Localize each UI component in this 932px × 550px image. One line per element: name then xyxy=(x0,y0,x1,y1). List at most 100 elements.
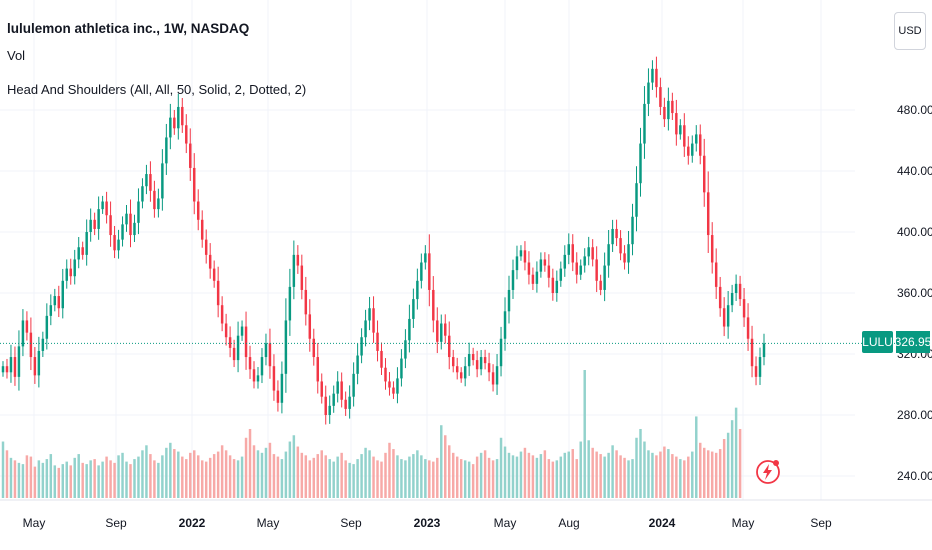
candle xyxy=(479,350,483,376)
volume-bar xyxy=(603,456,606,498)
candle xyxy=(93,212,96,236)
time-tick-label: Sep xyxy=(105,516,127,530)
volume-bar xyxy=(200,460,204,498)
candle xyxy=(663,97,666,128)
candle xyxy=(105,191,108,224)
candle xyxy=(635,166,638,232)
volume-bar xyxy=(575,459,578,498)
volume-bar xyxy=(380,461,383,498)
volume-bar xyxy=(611,445,614,498)
candle xyxy=(444,314,447,344)
candle xyxy=(97,196,100,240)
candle xyxy=(232,339,236,368)
candle xyxy=(483,349,487,370)
volume-bar xyxy=(671,454,674,498)
volume-bar xyxy=(145,445,148,498)
candle xyxy=(220,296,224,332)
volume-bar xyxy=(511,455,515,498)
volume-bar xyxy=(204,461,208,498)
candle xyxy=(392,381,395,399)
candle xyxy=(527,251,531,285)
candle xyxy=(320,373,323,404)
volume-bar xyxy=(296,446,300,498)
candle xyxy=(296,245,300,274)
candle xyxy=(344,391,347,416)
candle xyxy=(659,77,662,116)
volume-bar xyxy=(459,459,463,498)
candle xyxy=(33,347,37,384)
candle xyxy=(679,119,682,140)
candle xyxy=(288,268,292,336)
volume-bar xyxy=(463,460,467,498)
volume-bar xyxy=(416,450,419,498)
candle xyxy=(555,270,559,302)
candle xyxy=(643,86,646,159)
volume-bar xyxy=(730,420,734,498)
candle xyxy=(754,356,758,386)
volume-bar xyxy=(663,446,666,498)
volume-bar xyxy=(479,452,483,498)
candle xyxy=(9,344,13,383)
time-axis[interactable]: May Sep 2022 May Sep 2023 May Aug 2024 May Sep xyxy=(0,499,932,530)
candle xyxy=(264,333,268,366)
candle xyxy=(49,294,53,326)
candle xyxy=(73,249,76,285)
candle xyxy=(687,136,690,165)
volume-bar xyxy=(539,454,543,498)
candle xyxy=(591,239,594,267)
volume-bar xyxy=(77,454,80,498)
volume-bar xyxy=(627,460,630,498)
candle xyxy=(611,219,614,252)
volume-bar xyxy=(196,455,200,498)
candle xyxy=(567,233,571,265)
volume-bar xyxy=(483,450,487,498)
volume-bar xyxy=(703,447,706,498)
volume-bar xyxy=(113,462,116,498)
candle xyxy=(200,210,204,248)
candle xyxy=(436,307,439,354)
volume-bar xyxy=(169,442,172,498)
candle xyxy=(89,208,92,242)
volume-bar xyxy=(121,452,124,498)
volume-bar xyxy=(356,459,359,498)
volume-bar xyxy=(444,435,447,498)
candle xyxy=(706,171,710,253)
indicator-legend[interactable]: Head And Shoulders (All, All, 50, Solid,… xyxy=(7,82,307,97)
candle xyxy=(101,195,104,214)
currency-selector[interactable]: USD xyxy=(894,12,926,50)
volume-bar xyxy=(400,459,403,498)
volume-bar xyxy=(300,452,304,498)
candle xyxy=(141,178,144,209)
candle xyxy=(216,266,220,318)
candle xyxy=(276,380,280,412)
volume-bar xyxy=(157,462,160,498)
candle xyxy=(328,395,331,424)
volume-bar xyxy=(1,441,5,498)
candle xyxy=(607,230,610,278)
candle xyxy=(352,362,355,407)
volume-bar xyxy=(320,450,323,498)
volume-bar xyxy=(607,452,610,498)
candle xyxy=(228,326,232,358)
candle xyxy=(455,357,459,380)
candle xyxy=(1,361,5,377)
volume-bar xyxy=(49,454,53,498)
candle xyxy=(272,354,276,401)
volume-bar xyxy=(567,451,571,498)
volume-bar xyxy=(133,459,136,498)
volume-bar xyxy=(718,449,722,498)
candle xyxy=(428,234,431,307)
volume-legend[interactable]: Vol xyxy=(7,48,26,63)
symbol-tag: LULU xyxy=(862,331,893,353)
candle xyxy=(396,367,399,404)
candle xyxy=(121,216,124,247)
candle xyxy=(459,367,463,383)
candle xyxy=(332,385,335,413)
lightning-icon[interactable] xyxy=(755,459,781,485)
candle xyxy=(491,364,495,392)
candle xyxy=(196,189,200,231)
volume-bar xyxy=(73,457,76,498)
candle xyxy=(699,124,702,165)
price-axis[interactable]: 240.00280.00320.00360.00400.00440.00480.… xyxy=(897,103,932,483)
